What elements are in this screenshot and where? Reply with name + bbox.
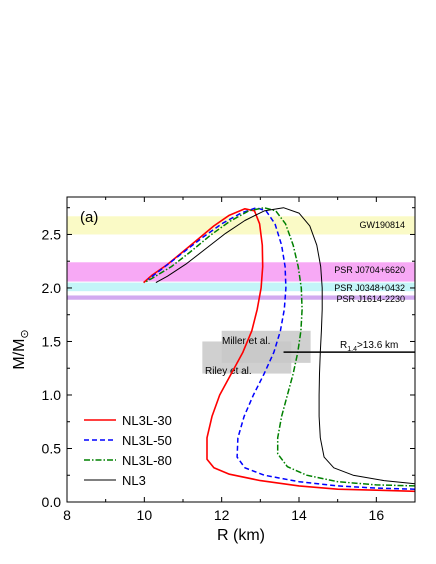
x-tick-label: 8 bbox=[63, 507, 71, 523]
y-tick-label: 0.0 bbox=[42, 494, 62, 510]
box-1 bbox=[202, 341, 292, 374]
x-tick-label: 12 bbox=[214, 507, 230, 523]
x-axis-title: R (km) bbox=[217, 527, 265, 544]
y-tick-label: 1.0 bbox=[42, 387, 62, 403]
y-axis-title-main: M/M bbox=[11, 339, 28, 370]
constraint-label-sub: 1.4 bbox=[347, 346, 357, 353]
box-label-riley: Riley et al. bbox=[205, 366, 252, 377]
constraint-label: R1.4>13.6 km bbox=[340, 340, 398, 353]
box-label-miller: Miller et al. bbox=[222, 336, 270, 347]
series-line-nl3l-30 bbox=[143, 208, 416, 493]
lines-layer bbox=[143, 206, 416, 493]
ticks-layer: 8 10 12 14 16 0.0 0.5 1.0 1.5 2.0 2.5 bbox=[42, 197, 415, 523]
y-tick-label: 0.5 bbox=[42, 440, 62, 456]
legend: NL3L-30 NL3L-50 NL3L-80 NL3 bbox=[84, 413, 172, 488]
y-axis-title-sub: ⊙ bbox=[19, 329, 31, 338]
boxes-layer: Miller et al. Riley et al. bbox=[202, 330, 311, 377]
x-tick-label: 16 bbox=[369, 507, 385, 523]
panel-label: (a) bbox=[80, 209, 98, 226]
y-tick-label: 2.5 bbox=[42, 226, 62, 242]
band-label-0: GW190814 bbox=[359, 220, 405, 230]
band-label-3: PSR J1614-2230 bbox=[336, 294, 405, 304]
plot-frame bbox=[66, 196, 416, 503]
band-label-1: PSR J0704+6620 bbox=[334, 265, 405, 275]
series-line-nl3l-80 bbox=[143, 206, 416, 487]
band-2 bbox=[67, 282, 415, 292]
constraint-label-rest: >13.6 km bbox=[357, 340, 398, 351]
annotation-layer: R1.4>13.6 km bbox=[283, 340, 415, 353]
x-tick-label: 10 bbox=[137, 507, 153, 523]
series-line-nl3 bbox=[155, 207, 416, 485]
constraint-label-main: R bbox=[340, 340, 347, 351]
legend-label-nl3: NL3 bbox=[122, 473, 146, 488]
bands-layer: GW190814 PSR J0704+6620 PSR J0348+0432PSR … bbox=[67, 216, 415, 304]
band-0 bbox=[67, 216, 415, 235]
x-tick-label: 14 bbox=[291, 507, 307, 523]
y-tick-label: 2.0 bbox=[42, 280, 62, 296]
band-3 bbox=[67, 295, 415, 300]
series-line-nl3l-50 bbox=[147, 206, 416, 490]
legend-label-nl3l-50: NL3L-50 bbox=[122, 433, 172, 448]
y-axis-title: M/M⊙ bbox=[11, 329, 31, 369]
y-tick-label: 1.5 bbox=[42, 333, 62, 349]
legend-label-nl3l-30: NL3L-30 bbox=[122, 413, 172, 428]
legend-label-nl3l-80: NL3L-80 bbox=[122, 453, 172, 468]
band-label-2: PSR J0348+0432 bbox=[334, 283, 405, 293]
